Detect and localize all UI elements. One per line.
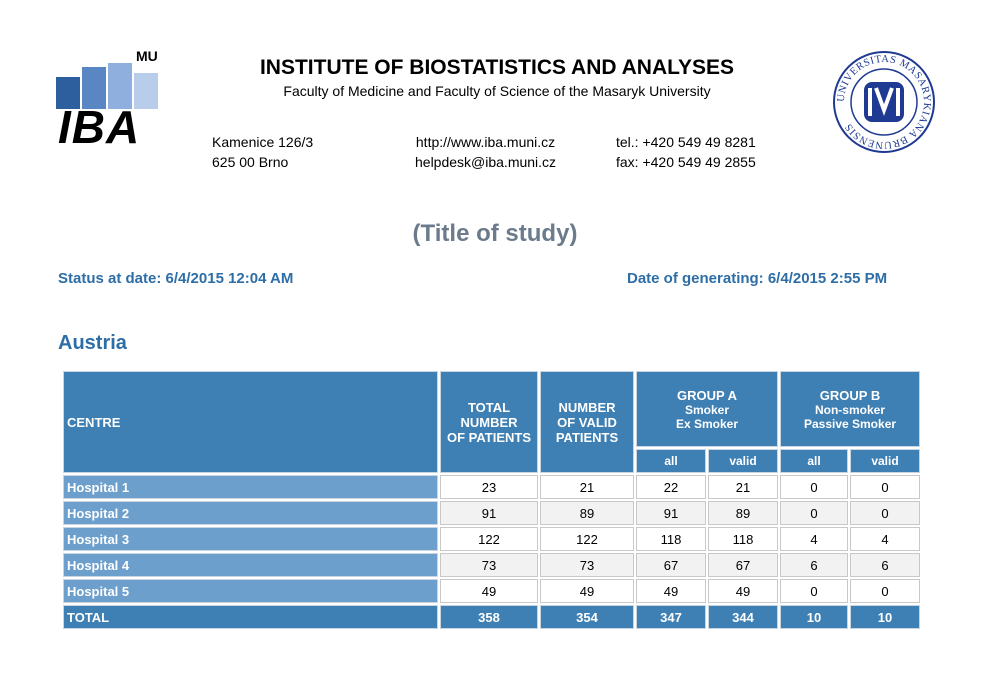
total-cell: 358 xyxy=(440,605,538,629)
total-row: TOTAL 358 354 347 344 10 10 xyxy=(63,605,920,629)
b-all-cell: 4 xyxy=(780,527,848,551)
logo-bar xyxy=(56,77,80,109)
b-valid-cell: 0 xyxy=(850,475,920,499)
header-valid-patients: NUMBER OF VALID PATIENTS xyxy=(540,371,634,473)
a-valid-cell: 67 xyxy=(708,553,778,577)
country-heading: Austria xyxy=(58,332,127,354)
table-row: Hospital 2 91 89 91 89 0 0 xyxy=(63,501,920,525)
header-total-patients: TOTAL NUMBER OF PATIENTS xyxy=(440,371,538,473)
header-group-a: GROUP A Smoker Ex Smoker xyxy=(636,371,778,447)
a-valid-cell: 89 xyxy=(708,501,778,525)
valid-cell: 21 xyxy=(540,475,634,499)
table-row: Hospital 3 122 122 118 118 4 4 xyxy=(63,527,920,551)
total-cell: 122 xyxy=(440,527,538,551)
b-valid-cell: 6 xyxy=(850,553,920,577)
centre-cell: Hospital 5 xyxy=(63,579,438,603)
web-link[interactable]: http://www.iba.muni.cz xyxy=(415,134,556,150)
total-cell: 23 xyxy=(440,475,538,499)
b-all-cell: 0 xyxy=(780,579,848,603)
valid-cell: 89 xyxy=(540,501,634,525)
address-block: Kamenice 126/3 625 00 Brno xyxy=(212,132,313,172)
table-row: Hospital 4 73 73 67 67 6 6 xyxy=(63,553,920,577)
logo-bar xyxy=(134,73,158,109)
centre-cell: Hospital 3 xyxy=(63,527,438,551)
tel-text: tel.: +420 549 49 8281 xyxy=(616,134,756,150)
a-all-cell: 49 xyxy=(636,579,706,603)
university-seal-icon: UNIVERSITAS MASARYKIANA BRUNENSIS xyxy=(833,51,935,153)
fax-text: fax: +420 549 49 2855 xyxy=(616,154,756,170)
a-all-cell: 91 xyxy=(636,501,706,525)
logo-bar xyxy=(108,63,132,109)
status-date: Status at date: 6/4/2015 12:04 AM xyxy=(58,270,294,287)
mu-label: MU xyxy=(136,48,158,64)
institute-subtitle: Faculty of Medicine and Faculty of Scien… xyxy=(283,83,711,99)
generated-date: Date of generating: 6/4/2015 2:55 PM xyxy=(627,270,888,287)
b-all-cell: 0 xyxy=(780,475,848,499)
study-title: (Title of study) xyxy=(412,220,578,247)
a-valid-cell: 118 xyxy=(708,527,778,551)
email-link[interactable]: helpdesk@iba.muni.cz xyxy=(415,154,557,170)
centre-cell: Hospital 4 xyxy=(63,553,438,577)
web-block: http://www.iba.muni.cz helpdesk@iba.muni… xyxy=(415,132,556,172)
header-group-b: GROUP B Non-smoker Passive Smoker xyxy=(780,371,920,447)
header-a-valid: valid xyxy=(708,449,778,473)
iba-logo: MU IBA xyxy=(56,48,166,153)
table-row: Hospital 5 49 49 49 49 0 0 xyxy=(63,579,920,603)
a-valid-cell: 21 xyxy=(708,475,778,499)
institute-title: INSTITUTE OF BIOSTATISTICS AND ANALYSES xyxy=(259,56,735,79)
valid-cell: 49 xyxy=(540,579,634,603)
valid-cell: 122 xyxy=(540,527,634,551)
a-all-cell: 22 xyxy=(636,475,706,499)
a-valid-cell: 49 xyxy=(708,579,778,603)
b-all-cell: 6 xyxy=(780,553,848,577)
table-row: Hospital 1 23 21 22 21 0 0 xyxy=(63,475,920,499)
total-cell: 73 xyxy=(440,553,538,577)
a-all-cell: 347 xyxy=(636,605,706,629)
a-valid-cell: 344 xyxy=(708,605,778,629)
b-all-cell: 0 xyxy=(780,501,848,525)
centre-cell: Hospital 2 xyxy=(63,501,438,525)
valid-cell: 73 xyxy=(540,553,634,577)
logo-bar xyxy=(82,67,106,109)
b-valid-cell: 0 xyxy=(850,501,920,525)
header-b-all: all xyxy=(780,449,848,473)
header-centre: CENTRE xyxy=(63,371,438,473)
header-a-all: all xyxy=(636,449,706,473)
a-all-cell: 67 xyxy=(636,553,706,577)
phone-block: tel.: +420 549 49 8281 fax: +420 549 49 … xyxy=(616,132,756,172)
address-line: 625 00 Brno xyxy=(212,154,289,170)
b-valid-cell: 10 xyxy=(850,605,920,629)
total-cell: 49 xyxy=(440,579,538,603)
b-valid-cell: 4 xyxy=(850,527,920,551)
b-all-cell: 10 xyxy=(780,605,848,629)
b-valid-cell: 0 xyxy=(850,579,920,603)
iba-logo-text: IBA xyxy=(58,101,141,153)
total-label: TOTAL xyxy=(63,605,438,629)
total-cell: 91 xyxy=(440,501,538,525)
header-b-valid: valid xyxy=(850,449,920,473)
a-all-cell: 118 xyxy=(636,527,706,551)
centre-cell: Hospital 1 xyxy=(63,475,438,499)
patients-table: CENTRE TOTAL NUMBER OF PATIENTS NUMBER OF V… xyxy=(61,369,922,631)
valid-cell: 354 xyxy=(540,605,634,629)
address-line: Kamenice 126/3 xyxy=(212,134,314,150)
